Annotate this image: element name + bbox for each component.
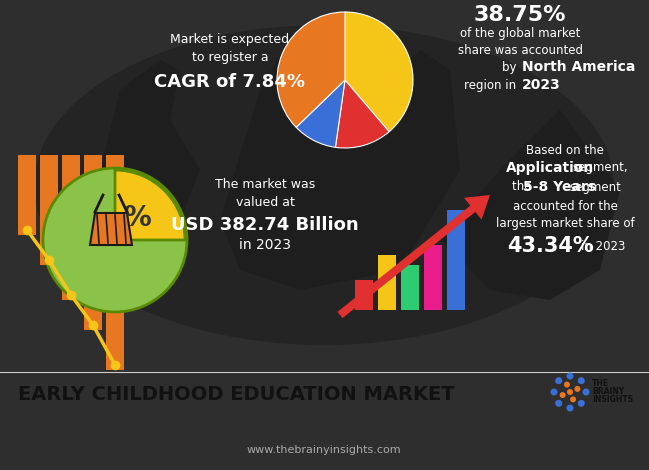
Circle shape	[555, 377, 562, 384]
Circle shape	[555, 400, 562, 407]
Text: share was accounted: share was accounted	[458, 44, 583, 56]
Text: 43.34%: 43.34%	[507, 236, 593, 256]
Wedge shape	[336, 80, 389, 148]
Text: in 2023: in 2023	[239, 238, 291, 252]
Wedge shape	[345, 12, 413, 132]
Text: THE: THE	[592, 379, 609, 389]
Text: CAGR of 7.84%: CAGR of 7.84%	[154, 73, 306, 91]
Text: Based on the: Based on the	[526, 143, 604, 157]
Text: valued at: valued at	[236, 196, 295, 209]
Bar	[40, 155, 58, 265]
Text: Market is expected: Market is expected	[171, 33, 289, 47]
Bar	[106, 155, 124, 370]
Wedge shape	[296, 80, 345, 147]
Bar	[447, 210, 465, 310]
FancyArrow shape	[337, 195, 490, 318]
Wedge shape	[277, 12, 345, 127]
Polygon shape	[220, 40, 460, 290]
Circle shape	[567, 405, 574, 412]
Wedge shape	[115, 170, 185, 240]
Bar	[355, 280, 373, 310]
Text: The market was: The market was	[215, 179, 315, 191]
Text: the: the	[512, 180, 535, 194]
Circle shape	[578, 377, 585, 384]
Text: Application: Application	[506, 161, 594, 175]
Bar	[62, 155, 80, 300]
Text: North America: North America	[522, 60, 635, 74]
Text: EARLY CHILDHOOD EDUCATION MARKET: EARLY CHILDHOOD EDUCATION MARKET	[18, 385, 455, 405]
Text: accounted for the: accounted for the	[513, 199, 617, 212]
Bar	[84, 155, 102, 330]
Circle shape	[550, 389, 557, 395]
Text: USD 382.74 Billion: USD 382.74 Billion	[171, 216, 359, 234]
Circle shape	[567, 389, 573, 395]
Text: in 2023: in 2023	[581, 240, 625, 252]
Text: 2023: 2023	[522, 78, 561, 92]
Text: of the global market: of the global market	[459, 28, 580, 40]
Circle shape	[564, 382, 570, 388]
Bar	[401, 265, 419, 310]
Circle shape	[43, 168, 187, 312]
Text: www.thebrainyinsights.com: www.thebrainyinsights.com	[247, 445, 401, 455]
Circle shape	[559, 392, 566, 398]
Text: segment: segment	[569, 180, 621, 194]
Circle shape	[567, 373, 574, 379]
Ellipse shape	[34, 25, 614, 345]
Ellipse shape	[277, 64, 413, 112]
Bar	[378, 255, 396, 310]
Text: by: by	[502, 61, 520, 73]
Polygon shape	[90, 213, 132, 245]
Circle shape	[578, 400, 585, 407]
Bar	[424, 245, 442, 310]
Text: INSIGHTS: INSIGHTS	[592, 395, 633, 405]
Text: region in: region in	[464, 78, 520, 92]
Text: BRAINY: BRAINY	[592, 387, 624, 397]
Polygon shape	[80, 60, 200, 280]
Circle shape	[574, 386, 580, 392]
Bar	[18, 155, 36, 235]
Text: %: %	[123, 204, 151, 232]
Circle shape	[583, 389, 589, 395]
Text: largest market share of: largest market share of	[496, 218, 634, 230]
Text: 38.75%: 38.75%	[474, 5, 566, 25]
Polygon shape	[440, 110, 620, 300]
Text: segment,: segment,	[572, 162, 628, 174]
Text: 5-8 Years: 5-8 Years	[524, 180, 596, 194]
Circle shape	[570, 396, 576, 402]
Text: to register a: to register a	[191, 52, 268, 64]
